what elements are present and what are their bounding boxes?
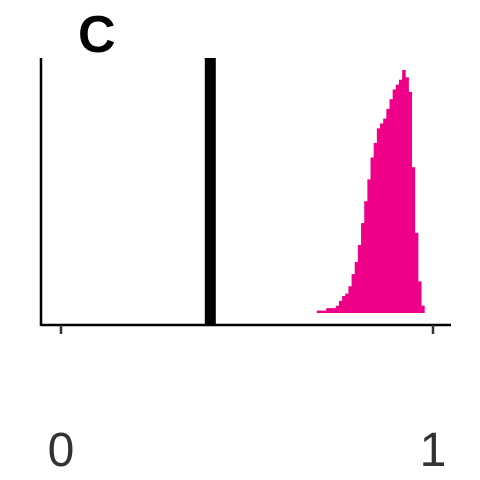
histogram-bar [370,157,375,313]
histogram-bar [414,232,419,313]
histogram-bar [351,274,356,313]
histogram-bar [338,300,343,313]
histogram-bar [421,305,425,313]
histogram-bar [405,77,409,313]
histogram-bar [411,167,416,313]
histogram-bar [335,305,340,313]
x-tick-label: 0 [48,424,75,477]
histogram-bar [319,310,324,313]
histogram-bar [348,286,352,313]
histogram-bar [380,123,384,314]
histogram-bar [357,244,362,313]
histogram-bar [364,201,368,313]
histogram-bar [323,310,327,313]
histogram-bar [399,79,403,313]
histogram-bar [373,142,378,313]
histogram-bars [316,70,425,314]
histogram-bar [402,70,406,313]
histogram-bar [389,99,394,313]
histogram-bar [326,308,330,313]
histogram-bar [367,179,371,313]
histogram-bar [383,118,387,313]
histogram-bar [332,308,337,313]
histogram-bar [395,84,400,313]
histogram-bar [386,108,390,313]
histogram-bar [342,295,346,313]
histogram-bar [392,89,397,313]
histogram-bar [316,310,321,313]
histogram-bar [361,223,365,313]
x-tick-label: 1 [420,424,447,477]
histogram-bar [408,91,413,314]
histogram-bar [345,293,349,313]
histogram-bar [376,128,381,313]
histogram-bar [354,261,359,313]
histogram-bar [329,308,333,313]
panel-label: C [78,6,116,64]
histogram-bar [417,281,422,313]
